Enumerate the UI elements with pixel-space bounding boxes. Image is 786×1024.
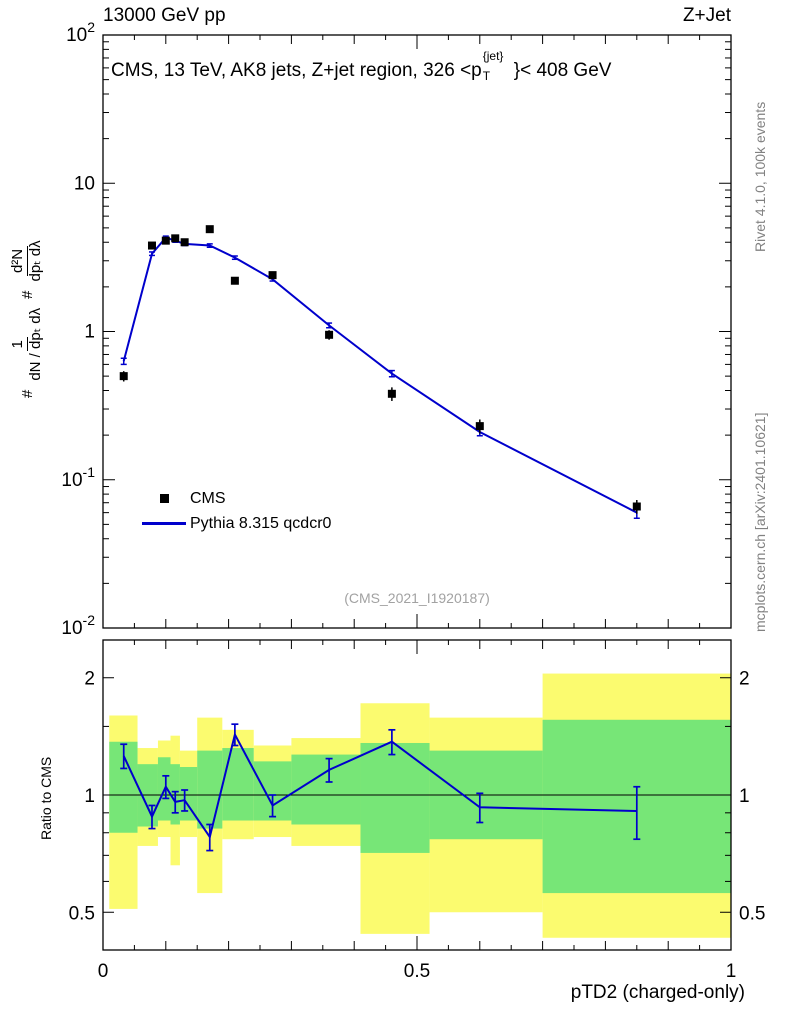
rivet-version-text: Rivet 4.1.0, 100k events (752, 101, 768, 252)
svg-text:102: 102 (66, 19, 95, 46)
pt-jet-scripts: {jet} T (482, 49, 504, 83)
pythia-line-marker-icon (142, 522, 186, 525)
process-title: Z+Jet (682, 5, 731, 26)
svg-text:1: 1 (739, 786, 750, 807)
svg-text:0.5: 0.5 (69, 903, 95, 924)
legend: CMS Pythia 8.315 qcdcr0 (138, 486, 331, 536)
legend-item-pythia: Pythia 8.315 qcdcr0 (138, 511, 331, 536)
svg-text:0: 0 (98, 961, 109, 982)
svg-text:1: 1 (726, 961, 737, 982)
svg-text:10: 10 (74, 173, 95, 194)
axis-ticks (102, 34, 732, 951)
svg-text:10-1: 10-1 (61, 464, 95, 491)
y-label-fraction-2: d²N dpₜ dλ (9, 240, 44, 282)
svg-text:2: 2 (739, 669, 750, 690)
cms-square-marker-icon (159, 494, 169, 503)
svg-text:1: 1 (84, 322, 95, 343)
analysis-title: CMS, 13 TeV, AK8 jets, Z+jet region, 326… (111, 49, 612, 83)
y-axis-label: # 1 dN / dpₜ dλ # d²N dpₜ dλ (9, 240, 44, 398)
legend-cms-label: CMS (190, 489, 226, 507)
legend-pythia-label: Pythia 8.315 qcdcr0 (190, 514, 332, 532)
svg-text:1: 1 (84, 786, 95, 807)
svg-text:2: 2 (84, 669, 95, 690)
ratio-uncertainty-bands (109, 673, 731, 938)
cms-data-points (119, 225, 641, 514)
x-axis-label: pTD2 (charged-only) (570, 982, 745, 1003)
analysis-id-watermark: (CMS_2021_I1920187) (344, 590, 490, 606)
svg-text:0.5: 0.5 (404, 961, 430, 982)
pythia-curve (120, 235, 640, 519)
svg-text:10-2: 10-2 (61, 612, 95, 639)
mcplots-reference-text: mcplots.cern.ch [arXiv:2401.10621] (752, 412, 768, 632)
ratio-axis-label: Ratio to CMS (38, 756, 54, 840)
legend-item-cms: CMS (138, 486, 331, 511)
beam-energy-title: 13000 GeV pp (103, 5, 226, 26)
axis-tick-labels: 102 10 1 10-1 10-2 0 0.5 1 0.5 0.5 1 1 2 2 (61, 19, 765, 982)
y-label-fraction-1: 1 dN / dpₜ dλ (9, 307, 44, 381)
ratio-curve (120, 723, 641, 852)
svg-text:0.5: 0.5 (739, 903, 765, 924)
